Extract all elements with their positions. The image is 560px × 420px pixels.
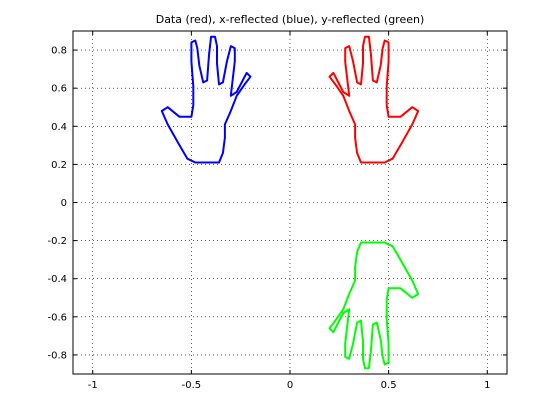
y-tick-label: 0.4 [51,122,67,133]
series-line-green [328,241,420,370]
series-line-red [328,35,420,164]
y-tick-labels: -0.8 -0.6 -0.4 -0.2 0 0.2 0.4 0.6 0.8 [47,46,67,362]
y-tick-label: 0.2 [51,160,67,171]
series-line-blue [160,35,252,164]
axes-border [72,30,508,375]
x-tick-label: 0 [287,380,293,391]
y-tick-label: -0.2 [47,236,67,247]
ticks [73,31,507,374]
x-tick-labels: -1 -0.5 0 0.5 1 [88,380,491,391]
x-tick-label: 1 [484,380,490,391]
y-tick-label: 0 [61,198,67,209]
x-tick-label: -1 [88,380,98,391]
y-tick-label: -0.6 [47,312,67,323]
y-tick-label: -0.8 [47,350,67,361]
y-tick-label: 0.6 [51,84,67,95]
y-tick-label: 0.8 [51,46,67,57]
x-tick-label: 0.5 [381,380,397,391]
x-tick-label: -0.5 [182,380,202,391]
y-tick-label: -0.4 [47,274,67,285]
series-group [160,35,420,370]
grid [73,31,507,374]
chart-title: Data (red), x-reflected (blue), y-reflec… [156,13,425,26]
